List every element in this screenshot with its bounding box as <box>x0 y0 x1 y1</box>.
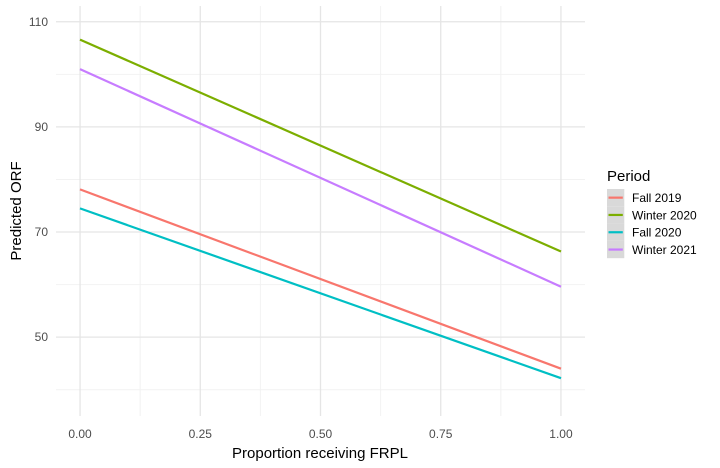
series-lines <box>79 38 562 380</box>
legend-label: Winter 2021 <box>632 243 697 257</box>
y-tick-label: 110 <box>29 15 48 29</box>
x-tick-label: 0.50 <box>309 427 333 441</box>
x-tick-label: 1.00 <box>549 427 573 441</box>
x-tick-label: 0.75 <box>429 427 453 441</box>
x-tick-label: 0.00 <box>68 427 92 441</box>
legend-item-fall-2020: Fall 2020 <box>607 223 682 241</box>
y-tick-label: 70 <box>35 225 49 239</box>
x-axis-tick-labels: 0.00 0.25 0.50 0.75 1.00 <box>68 427 573 441</box>
legend-item-winter-2020: Winter 2020 <box>607 206 697 224</box>
y-tick-label: 50 <box>35 330 49 344</box>
x-axis-title: Proportion receiving FRPL <box>232 445 408 462</box>
series-line-fall-2020 <box>79 207 562 380</box>
legend-item-winter-2021: Winter 2021 <box>607 240 697 259</box>
series-line-fall-2019 <box>79 188 562 370</box>
legend-label: Fall 2020 <box>632 226 682 240</box>
legend-label: Fall 2019 <box>632 191 682 205</box>
legend-label: Winter 2020 <box>632 208 697 222</box>
y-axis-tick-labels: 50 70 90 110 <box>29 15 48 344</box>
legend-item-fall-2019: Fall 2019 <box>607 189 682 207</box>
series-line-winter-2021 <box>79 68 562 288</box>
series-line-winter-2020 <box>79 38 562 253</box>
major-gridlines <box>56 6 585 416</box>
y-tick-label: 90 <box>35 120 49 134</box>
legend-title: Period <box>607 168 650 185</box>
legend: Period Fall 2019 Winter 2020 Fall 2020 Wint… <box>607 168 697 259</box>
x-tick-label: 0.25 <box>189 427 213 441</box>
y-axis-title: Predicted ORF <box>8 161 25 260</box>
